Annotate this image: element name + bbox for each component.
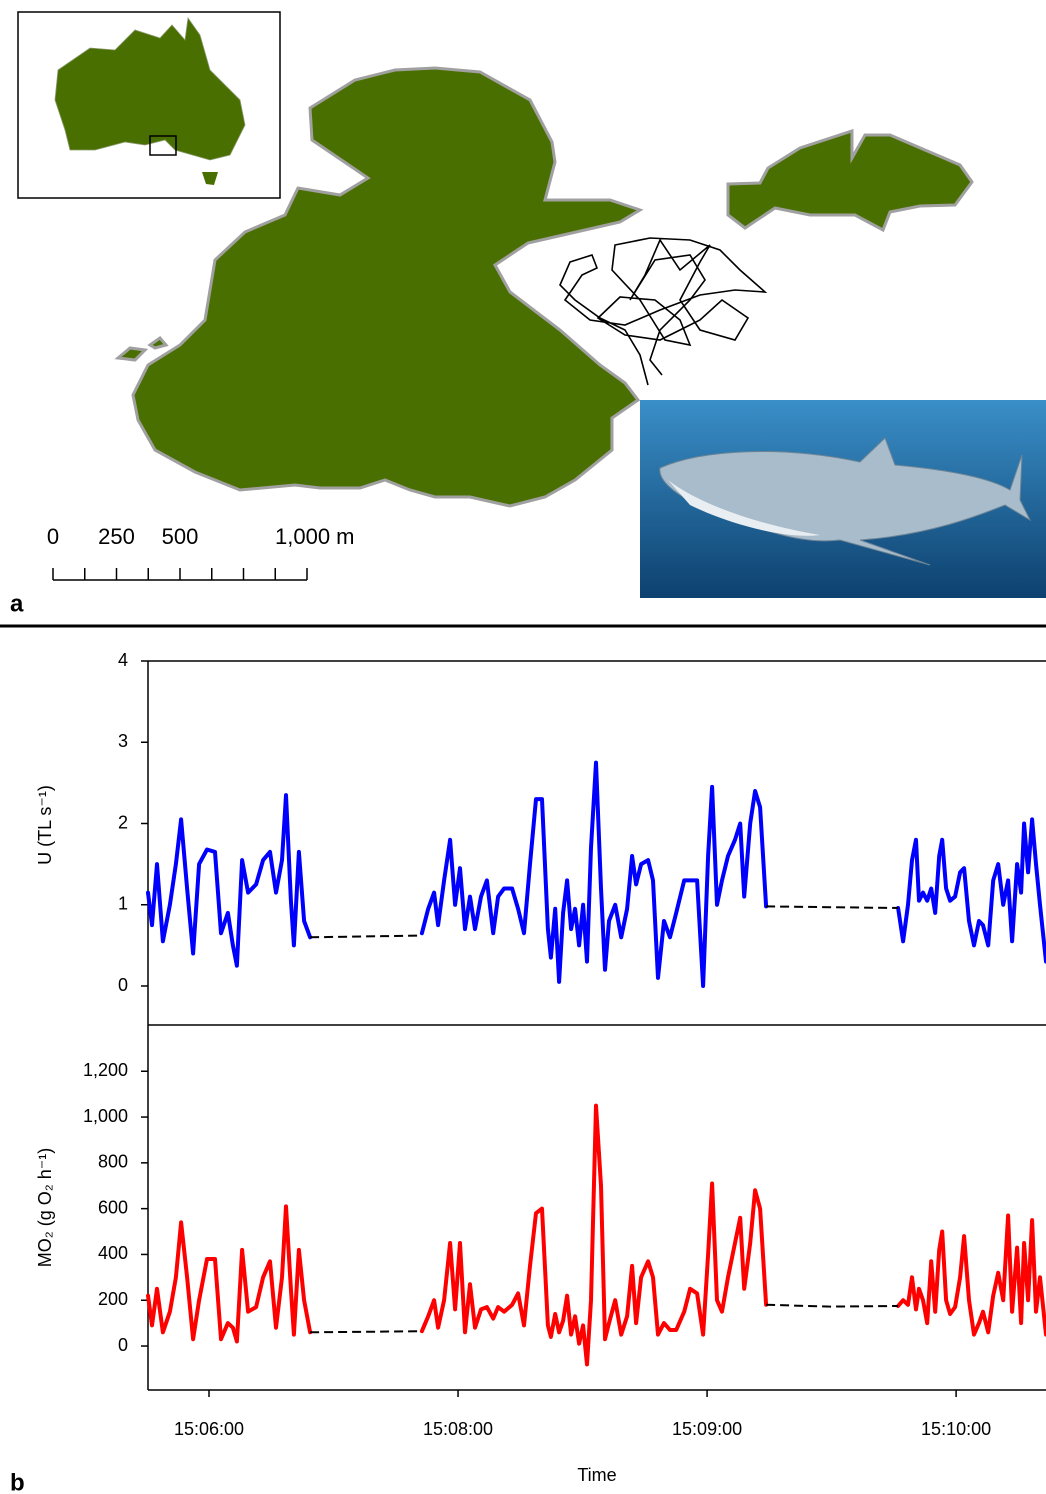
y-tick-label: 1 [118,894,128,914]
y-tick-label: 400 [98,1243,128,1263]
x-axis-title: Time [577,1465,616,1485]
y-axis-title: MO₂ (g O₂ h⁻¹) [35,1148,55,1267]
scale-label: 1,000 m [275,524,355,549]
y-tick-label: 1,000 [83,1106,128,1126]
y-tick-label: 2 [118,812,128,832]
figure: 0 250 500 1,000 m a b 0 1 2 3 4 U (TL s⁻¹) 0 200 40… [0,0,1046,1494]
island-east [728,131,972,230]
x-tick-label: 15:10:00 [921,1419,991,1439]
shark-photo [640,400,1046,598]
y-tick-label: 0 [118,1335,128,1355]
scale-label: 250 [98,524,135,549]
y-axis-title: U (TL s⁻¹) [35,785,55,865]
data-line [148,763,1046,986]
scale-label: 500 [162,524,199,549]
y-tick-label: 1,200 [83,1060,128,1080]
islet [118,348,145,360]
x-tick-label: 15:08:00 [423,1419,493,1439]
y-tick-label: 200 [98,1289,128,1309]
y-tick-label: 0 [118,975,128,995]
chart-area: 0 1 2 3 4 U (TL s⁻¹) 0 200 400 600 800 1,000 1,200 15… [35,650,1046,1485]
y-tick-label: 600 [98,1197,128,1217]
y-tick-label: 4 [118,650,128,670]
inset-map [18,12,280,198]
scale-label: 0 [47,524,59,549]
islet [150,338,166,348]
panel-label: b [10,1469,25,1494]
y-tick-label: 800 [98,1152,128,1172]
x-tick-label: 15:06:00 [174,1419,244,1439]
panel-label: a [10,590,24,617]
y-tick-label: 3 [118,731,128,751]
data-line [148,1106,1046,1365]
x-tick-label: 15:09:00 [672,1419,742,1439]
scale-bar: 0 250 500 1,000 m [47,524,355,580]
